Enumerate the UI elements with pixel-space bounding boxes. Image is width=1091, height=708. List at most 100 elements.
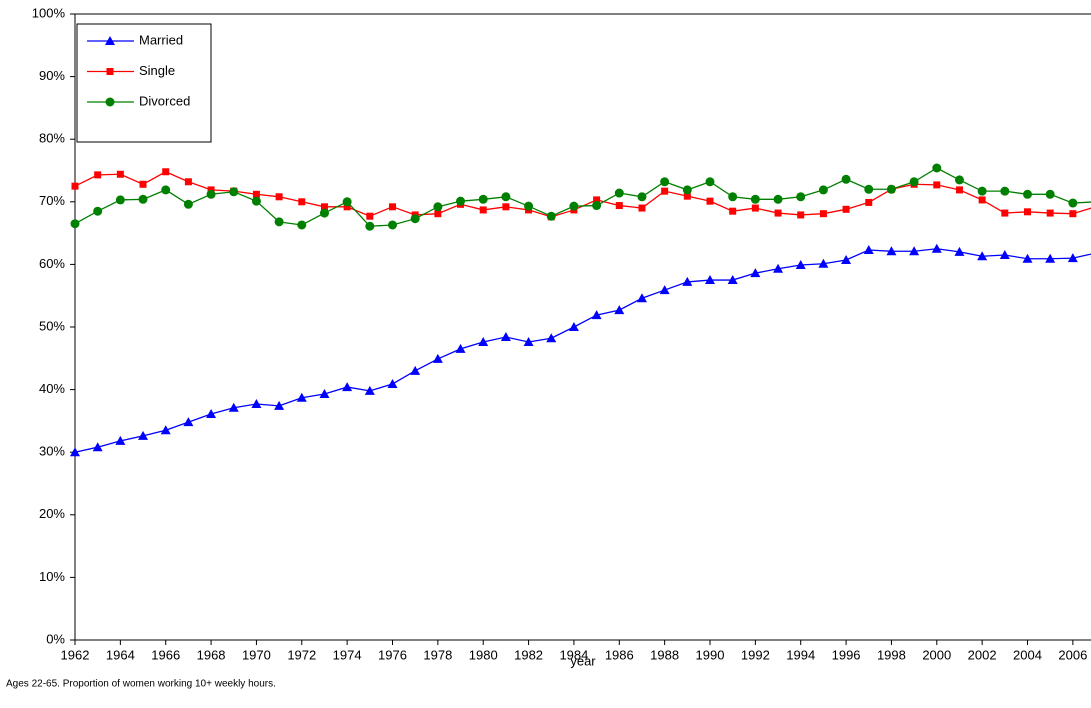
x-tick-label: 1994 <box>786 647 815 662</box>
marker <box>319 388 330 398</box>
marker <box>568 322 579 331</box>
marker <box>274 400 285 410</box>
marker <box>366 212 374 220</box>
marker <box>886 184 896 194</box>
marker <box>796 192 806 202</box>
marker <box>105 36 115 45</box>
x-tick-label: 1992 <box>741 647 770 662</box>
marker <box>1069 210 1077 218</box>
marker <box>1000 186 1010 196</box>
y-tick-label: 50% <box>39 318 65 333</box>
marker <box>751 204 759 212</box>
marker <box>478 194 488 204</box>
marker <box>932 163 942 173</box>
marker <box>478 337 489 347</box>
marker <box>138 430 149 440</box>
marker <box>909 246 920 256</box>
marker <box>774 209 782 217</box>
marker <box>636 293 647 303</box>
marker <box>727 275 738 285</box>
marker <box>795 260 806 270</box>
marker <box>71 182 79 190</box>
x-tick-label: 1998 <box>877 647 906 662</box>
legend-box <box>76 23 212 143</box>
marker <box>105 97 115 107</box>
marker <box>342 382 353 392</box>
marker <box>500 332 511 342</box>
marker <box>842 205 850 213</box>
marker <box>955 186 963 194</box>
marker <box>92 442 103 452</box>
marker <box>206 189 216 199</box>
y-tick-label: 70% <box>39 193 65 208</box>
marker <box>342 197 352 207</box>
x-tick-label: 1990 <box>696 647 725 662</box>
marker <box>93 206 103 216</box>
marker <box>184 178 192 186</box>
series-line <box>74 248 1091 453</box>
footnote: Ages 22-65. Proportion of women working … <box>6 679 276 690</box>
marker <box>614 188 624 198</box>
marker <box>546 211 556 221</box>
x-tick-label: 2006 <box>1058 647 1087 662</box>
y-tick-label: 60% <box>39 256 65 271</box>
marker <box>455 343 466 353</box>
y-tick-label: 30% <box>39 444 65 459</box>
marker <box>298 198 306 206</box>
x-tick-label: 1974 <box>333 647 362 662</box>
marker <box>954 175 964 185</box>
marker <box>773 194 783 204</box>
marker <box>977 186 987 196</box>
marker <box>94 171 102 179</box>
marker <box>183 199 193 209</box>
marker <box>434 210 442 218</box>
marker <box>501 192 511 202</box>
marker <box>750 194 760 204</box>
marker <box>319 208 329 218</box>
marker <box>661 187 669 195</box>
marker <box>977 251 988 261</box>
marker <box>1022 253 1033 263</box>
marker <box>161 185 171 195</box>
y-tick-label: 0% <box>46 631 65 646</box>
marker <box>819 210 827 218</box>
marker <box>479 206 487 214</box>
marker <box>251 196 261 206</box>
legend-label: Married <box>139 32 183 47</box>
x-tick-label: 1982 <box>514 647 543 662</box>
marker <box>70 219 80 229</box>
marker <box>1023 189 1032 199</box>
marker <box>1045 253 1056 263</box>
marker <box>797 211 805 219</box>
marker <box>160 425 171 435</box>
y-tick-label: 80% <box>39 131 65 146</box>
marker <box>569 201 579 211</box>
legend-label: Single <box>139 63 175 78</box>
x-tick-label: 1968 <box>197 647 226 662</box>
marker <box>410 214 420 224</box>
marker <box>750 268 761 278</box>
plot-content <box>70 163 1091 457</box>
marker <box>138 194 148 204</box>
marker <box>106 68 114 75</box>
marker <box>886 246 897 256</box>
marker <box>274 217 284 227</box>
marker <box>1046 209 1054 217</box>
x-tick-label: 1984 <box>559 647 588 662</box>
x-tick-label: 1986 <box>605 647 634 662</box>
marker <box>706 197 714 205</box>
marker <box>614 305 625 315</box>
x-tick-label: 2004 <box>1013 647 1042 662</box>
marker <box>818 185 828 195</box>
x-tick-label: 2000 <box>922 647 951 662</box>
marker <box>841 174 851 184</box>
marker <box>591 310 602 320</box>
marker <box>863 245 874 255</box>
marker <box>387 378 398 388</box>
marker <box>1068 198 1078 208</box>
x-tick-label: 1966 <box>151 647 180 662</box>
marker <box>365 221 375 231</box>
marker <box>933 181 941 189</box>
marker <box>638 204 646 212</box>
